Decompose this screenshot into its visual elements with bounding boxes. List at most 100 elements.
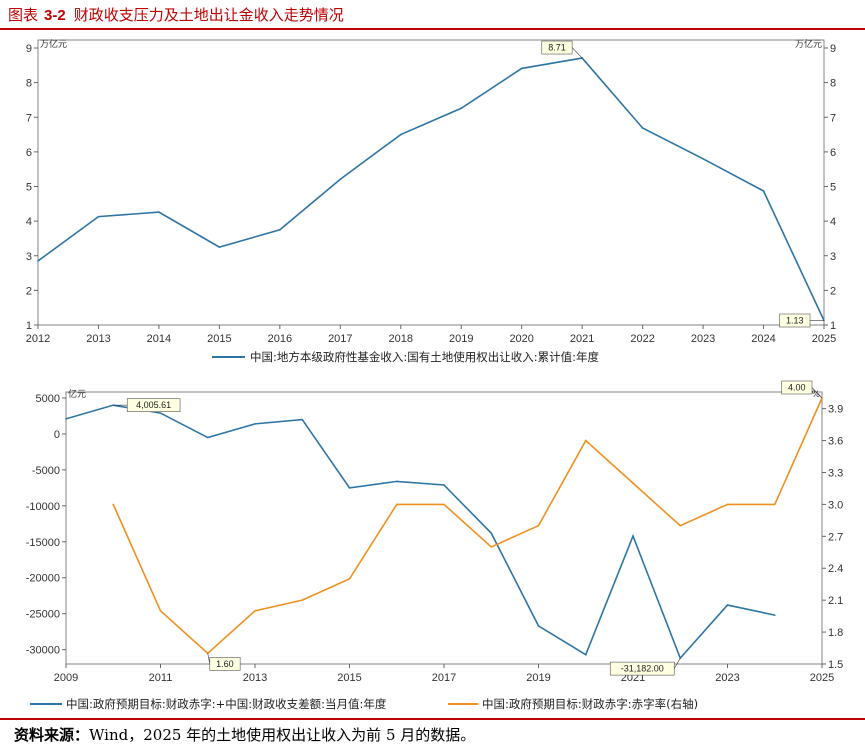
x-tick-label: 2017 <box>328 333 352 345</box>
deficit-ratio-point <box>301 599 304 601</box>
y-tick-label-left: -25000 <box>26 609 60 621</box>
deficit-ratio-point <box>584 439 587 442</box>
land-revenue-point <box>97 215 100 218</box>
x-tick-label: 2015 <box>207 333 231 345</box>
y-tick-label-left: 2 <box>26 285 32 297</box>
y-unit-left: 万亿元 <box>40 38 67 50</box>
y-tick-label-left: 7 <box>26 112 32 124</box>
land-revenue-point <box>158 211 160 213</box>
y-tick-label-left: -10000 <box>26 501 60 513</box>
land-revenue-point <box>399 133 402 136</box>
fiscal-deficit-chart: 5000 0 -5000 -10000 -15000 -20000 -25000 -30000… <box>26 380 843 711</box>
x-tick-label: 2020 <box>509 333 533 345</box>
data-label: -31,182.00 <box>621 664 664 674</box>
land-revenue-chart: 1 1 2 2 3 3 4 4 5 5 6 6 7 7 8 8 9 9 2012 2013 2014 2015 2016 20… <box>26 38 836 364</box>
data-label: 4.00 <box>788 383 806 393</box>
x-tick-label: 2021 <box>570 333 594 345</box>
x-tick-label: 2025 <box>810 672 834 684</box>
y-tick-label-left: 8 <box>26 78 32 90</box>
data-label-leader <box>571 47 583 59</box>
x-tick-label: 2018 <box>389 333 413 345</box>
data-label: 1.13 <box>786 315 804 325</box>
y-tick-label-right: 1.8 <box>828 627 843 639</box>
title-rule <box>0 28 865 30</box>
x-tick-label: 2013 <box>86 333 110 345</box>
x-tick-label: 2023 <box>691 333 715 345</box>
y-tick-label-left: 1 <box>26 320 32 332</box>
fiscal-balance-point <box>443 484 445 486</box>
fiscal-balance-line <box>65 404 775 660</box>
deficit-ratio-point <box>679 524 682 527</box>
deficit-ratio-point <box>443 503 445 506</box>
y-tick-label-left: -30000 <box>26 645 60 657</box>
y-tick-label-right: 2 <box>830 285 836 297</box>
y-unit-right: 万亿元 <box>795 38 822 50</box>
data-label: 4,005.61 <box>136 400 171 410</box>
land-revenue-line <box>37 57 825 321</box>
deficit-ratio-point <box>537 524 540 527</box>
land-revenue-point <box>279 228 281 231</box>
deficit-ratio-point <box>632 482 634 484</box>
y-tick-label-left: 4 <box>26 216 32 228</box>
y-tick-label-right: 2.1 <box>828 595 843 607</box>
x-tick-label: 2016 <box>268 333 292 345</box>
data-label-leader <box>673 657 681 669</box>
y-tick-label-right: 3.9 <box>828 404 843 416</box>
fiscal-balance-point <box>632 535 634 537</box>
figure-title: 图表 3-2 财政收支压力及土地出让金收入走势情况 <box>8 4 344 26</box>
land-revenue-point <box>762 190 765 192</box>
data-label-box <box>609 661 675 676</box>
legend-label-ratio: 中国:政府预期目标:财政赤字:赤字率(右轴) <box>482 697 698 711</box>
deficit-ratio-point <box>490 546 493 548</box>
data-label: 1.60 <box>216 659 234 669</box>
x-tick-label: 2012 <box>26 333 50 345</box>
deficit-ratio-point <box>773 503 776 506</box>
x-tick-label: 2019 <box>526 672 550 684</box>
data-label-box <box>541 40 573 55</box>
deficit-ratio-point <box>395 503 398 506</box>
figure-title-text: 财政收支压力及土地出让金收入走势情况 <box>73 6 344 24</box>
source-text: Wind，2025 年的土地使用权出让收入为前 5 月的数据。 <box>89 726 476 744</box>
source-label: 资料来源： <box>14 726 90 744</box>
land-revenue-point <box>702 158 704 160</box>
y-tick-label-right: 2.4 <box>828 563 843 575</box>
data-label-box <box>209 657 241 671</box>
land-revenue-point <box>218 246 221 248</box>
deficit-ratio-point <box>254 610 256 612</box>
x-tick-label: 2013 <box>243 672 267 684</box>
y-tick-label-right: 1.5 <box>828 659 843 671</box>
fiscal-balance-point <box>301 418 304 421</box>
fiscal-balance-point <box>395 480 398 483</box>
data-label-leader <box>207 653 211 664</box>
fiscal-balance-point <box>584 653 587 656</box>
fiscal-balance-point <box>773 614 776 616</box>
y-tick-label-right: 3 <box>830 251 836 263</box>
y-tick-label-right: 3.6 <box>828 436 843 448</box>
y-tick-label-left: -15000 <box>26 537 60 549</box>
x-tick-label: 2014 <box>147 333 171 345</box>
fiscal-balance-point <box>490 532 493 534</box>
y-tick-label-right: 8 <box>830 78 836 90</box>
y-tick-label-right: 9 <box>830 43 836 55</box>
y-tick-label-right: 3.0 <box>828 499 843 511</box>
figure-number: 3-2 <box>44 7 66 24</box>
x-tick-label: 2011 <box>149 672 173 684</box>
fiscal-balance-point <box>537 625 540 627</box>
land-revenue-point <box>460 107 463 110</box>
x-tick-label: 2025 <box>812 333 836 345</box>
land-revenue-point <box>520 67 523 70</box>
fiscal-balance-point <box>254 423 256 425</box>
deficit-ratio-line <box>112 397 823 655</box>
source-note: 资料来源：Wind，2025 年的土地使用权出让收入为前 5 月的数据。 <box>14 724 475 745</box>
x-tick-label: 2023 <box>715 672 739 684</box>
fiscal-balance-point <box>65 418 67 420</box>
data-label-box <box>779 313 811 328</box>
fiscal-balance-point <box>726 604 729 606</box>
y-tick-label-right: 3.3 <box>828 467 843 479</box>
y-tick-label-left: -5000 <box>32 465 60 477</box>
y-tick-label-right: 1 <box>830 320 836 332</box>
figure-label: 图表 <box>8 6 39 24</box>
y-tick-label-left: 3 <box>26 251 32 263</box>
legend-label-balance: 中国:政府预期目标:财政赤字:+中国:财政收支差额:当月值:年度 <box>66 697 387 711</box>
